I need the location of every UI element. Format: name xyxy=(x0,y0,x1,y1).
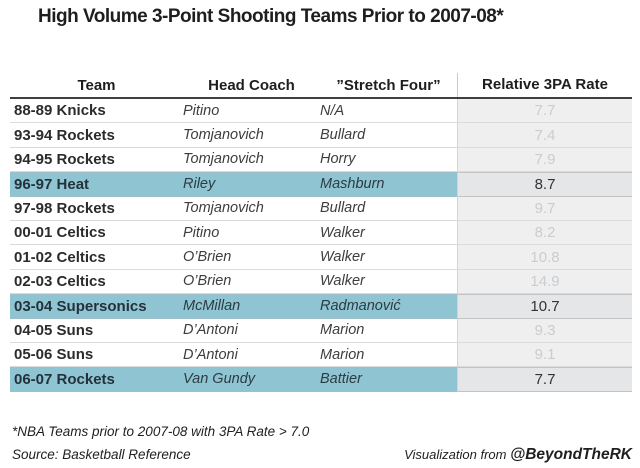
team-cell: 03-04 Supersonics xyxy=(10,294,183,319)
stretch-four-cell: Battier xyxy=(320,367,457,392)
table-row: 00-01 Celtics Pitino Walker 8.2 xyxy=(10,220,632,246)
source-note: Source: Basketball Reference xyxy=(12,447,191,462)
rate-cell: 8.2 xyxy=(457,220,632,246)
rate-cell: 7.7 xyxy=(457,99,632,124)
team-cell: 02-03 Celtics xyxy=(10,270,183,295)
rate-cell: 9.3 xyxy=(457,318,632,343)
head-coach-cell: Riley xyxy=(183,172,320,197)
team-cell: 88-89 Knicks xyxy=(10,99,183,124)
team-cell: 93-94 Rockets xyxy=(10,123,183,148)
team-cell: 04-05 Suns xyxy=(10,319,183,343)
credit-handle: @BeyondTheRK xyxy=(510,446,632,463)
rate-cell: 7.4 xyxy=(457,123,632,148)
stretch-four-cell: Bullard xyxy=(320,123,457,148)
head-coach-cell: Pitino xyxy=(183,221,320,246)
team-cell: 97-98 Rockets xyxy=(10,197,183,221)
team-cell: 96-97 Heat xyxy=(10,172,183,197)
team-cell: 05-06 Suns xyxy=(10,343,183,368)
head-coach-cell: O’Brien xyxy=(183,270,320,295)
table-row: 02-03 Celtics O’Brien Walker 14.9 xyxy=(10,269,632,295)
credit-prefix: Visualization from xyxy=(404,447,511,462)
team-cell: 94-95 Rockets xyxy=(10,148,183,173)
rate-cell: 10.7 xyxy=(457,294,632,319)
rate-cell: 7.9 xyxy=(457,147,632,173)
team-cell: 00-01 Celtics xyxy=(10,221,183,246)
head-coach-cell: Tomjanovich xyxy=(183,197,320,221)
head-coach-cell: Tomjanovich xyxy=(183,123,320,148)
rate-cell: 10.8 xyxy=(457,245,632,270)
table-row: 05-06 Suns D’Antoni Marion 9.1 xyxy=(10,342,632,368)
stretch-four-cell: N/A xyxy=(320,99,457,124)
stretch-four-cell: Marion xyxy=(320,343,457,368)
table-row: 97-98 Rockets Tomjanovich Bullard 9.7 xyxy=(10,196,632,221)
footnote: *NBA Teams prior to 2007-08 with 3PA Rat… xyxy=(12,424,310,439)
rate-cell: 9.1 xyxy=(457,342,632,368)
chart-title: High Volume 3-Point Shooting Teams Prior… xyxy=(38,6,504,27)
header-relative-3pa-rate: Relative 3PA Rate xyxy=(457,73,632,97)
table-row: 96-97 Heat Riley Mashburn 8.7 xyxy=(10,172,632,197)
stretch-four-cell: Mashburn xyxy=(320,172,457,197)
header-team: Team xyxy=(77,76,116,94)
head-coach-cell: Tomjanovich xyxy=(183,148,320,173)
team-cell: 01-02 Celtics xyxy=(10,245,183,270)
head-coach-cell: O’Brien xyxy=(183,245,320,270)
table-row: 88-89 Knicks Pitino N/A 7.7 xyxy=(10,99,632,124)
rate-cell: 14.9 xyxy=(457,269,632,295)
rate-cell: 8.7 xyxy=(457,172,632,197)
head-coach-cell: Pitino xyxy=(183,99,320,124)
head-coach-cell: D’Antoni xyxy=(183,319,320,343)
header-stretch-four: ”Stretch Four” xyxy=(336,76,441,94)
header-head-coach: Head Coach xyxy=(208,76,295,94)
table-row: 03-04 Supersonics McMillan Radmanović 10… xyxy=(10,294,632,319)
stretch-four-cell: Walker xyxy=(320,221,457,246)
stretch-four-cell: Walker xyxy=(320,270,457,295)
credit: Visualization from @BeyondTheRK xyxy=(404,446,632,464)
rate-cell: 9.7 xyxy=(457,196,632,221)
table-row: 94-95 Rockets Tomjanovich Horry 7.9 xyxy=(10,147,632,173)
team-cell: 06-07 Rockets xyxy=(10,367,183,392)
stretch-four-cell: Marion xyxy=(320,319,457,343)
head-coach-cell: McMillan xyxy=(183,294,320,319)
teams-table: Team Head Coach ”Stretch Four” Relative … xyxy=(10,73,632,392)
table-body: 88-89 Knicks Pitino N/A 7.7 93-94 Rocket… xyxy=(10,99,632,392)
table-row: 04-05 Suns D’Antoni Marion 9.3 xyxy=(10,318,632,343)
table-row: 01-02 Celtics O’Brien Walker 10.8 xyxy=(10,245,632,270)
stretch-four-cell: Walker xyxy=(320,245,457,270)
rate-cell: 7.7 xyxy=(457,367,632,392)
head-coach-cell: D’Antoni xyxy=(183,343,320,368)
stretch-four-cell: Horry xyxy=(320,148,457,173)
head-coach-cell: Van Gundy xyxy=(183,367,320,392)
stretch-four-cell: Radmanović xyxy=(320,294,457,319)
table-row: 93-94 Rockets Tomjanovich Bullard 7.4 xyxy=(10,123,632,148)
table-header-row: Team Head Coach ”Stretch Four” Relative … xyxy=(10,73,632,99)
table-row: 06-07 Rockets Van Gundy Battier 7.7 xyxy=(10,367,632,392)
stretch-four-cell: Bullard xyxy=(320,197,457,221)
